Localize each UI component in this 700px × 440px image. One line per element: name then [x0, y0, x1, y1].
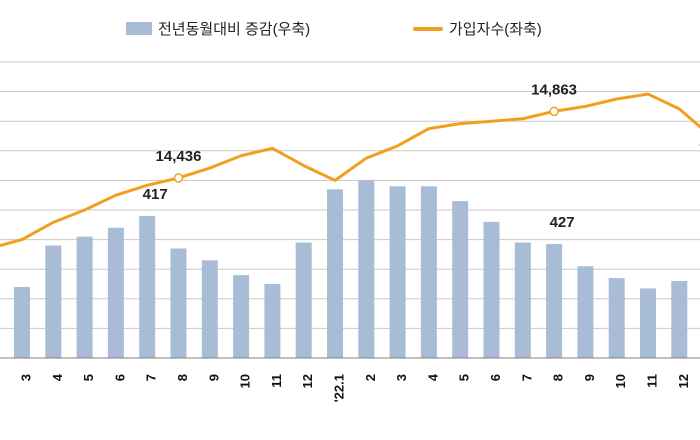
data-label-bar: 417: [143, 186, 168, 203]
x-tick-label: '22.1: [332, 374, 347, 402]
legend: 전년동월대비 증감(우축) 가입자수(좌축): [0, 18, 700, 42]
x-tick-label: 8: [175, 374, 190, 381]
legend-swatch-bar: [126, 22, 152, 35]
bar: [170, 248, 187, 358]
bar: [389, 186, 406, 358]
bar: [264, 284, 281, 358]
bar: [671, 281, 688, 358]
data-label-line: 14,863: [531, 81, 577, 98]
x-tick-label: 9: [206, 374, 221, 381]
bar: [233, 275, 250, 358]
bar: [14, 286, 30, 358]
data-label-bar: 427: [550, 214, 575, 231]
legend-label-line: 가입자수(좌축): [449, 21, 542, 38]
line-marker: [173, 173, 184, 183]
bar: [514, 242, 531, 358]
line-marker: [549, 106, 559, 117]
legend-swatch-line: [413, 26, 443, 31]
bar: [107, 227, 124, 358]
x-tick-label: 7: [519, 374, 534, 381]
legend-label-bar: 전년동월대비 증감(우축): [158, 21, 311, 38]
bar: [201, 260, 218, 358]
bar: [139, 215, 156, 358]
bar: [608, 278, 625, 358]
bar: [420, 186, 437, 358]
bar: [577, 266, 594, 358]
x-tick-label: 2: [363, 374, 378, 381]
data-label-line: 14,436: [156, 148, 202, 165]
x-tick-label: 12: [676, 374, 691, 388]
bar: [295, 242, 312, 358]
x-tick-label: 9: [582, 374, 597, 381]
bar: [358, 180, 375, 358]
x-tick-label: 7: [144, 374, 159, 381]
x-tick-label: 6: [112, 374, 127, 381]
legend-item-bar: 전년동월대비 증감(우축): [126, 18, 310, 39]
bar: [483, 221, 500, 358]
x-tick-label: 3: [394, 374, 409, 381]
bar: [45, 245, 62, 358]
bar: [327, 189, 343, 358]
x-tick-label: 4: [425, 373, 440, 381]
x-tick-label: 10: [613, 374, 628, 388]
x-tick-label: 8: [551, 374, 566, 381]
x-tick-label: 5: [81, 374, 96, 381]
bar: [640, 288, 656, 358]
x-tick-label: 3: [19, 374, 34, 381]
x-tick-label: 6: [488, 374, 503, 381]
x-tick-label: 11: [645, 374, 660, 388]
series-line: [0, 92, 700, 248]
bar: [76, 236, 93, 358]
bar: [452, 201, 469, 358]
x-tick-label: 12: [300, 374, 315, 388]
x-tick-label: 10: [238, 374, 253, 388]
x-tick-label: 11: [269, 374, 284, 388]
x-tick-label: 4: [50, 373, 65, 381]
x-tick-label: 5: [457, 374, 472, 381]
legend-item-line: 가입자수(좌축): [413, 18, 542, 39]
bar: [546, 244, 563, 358]
